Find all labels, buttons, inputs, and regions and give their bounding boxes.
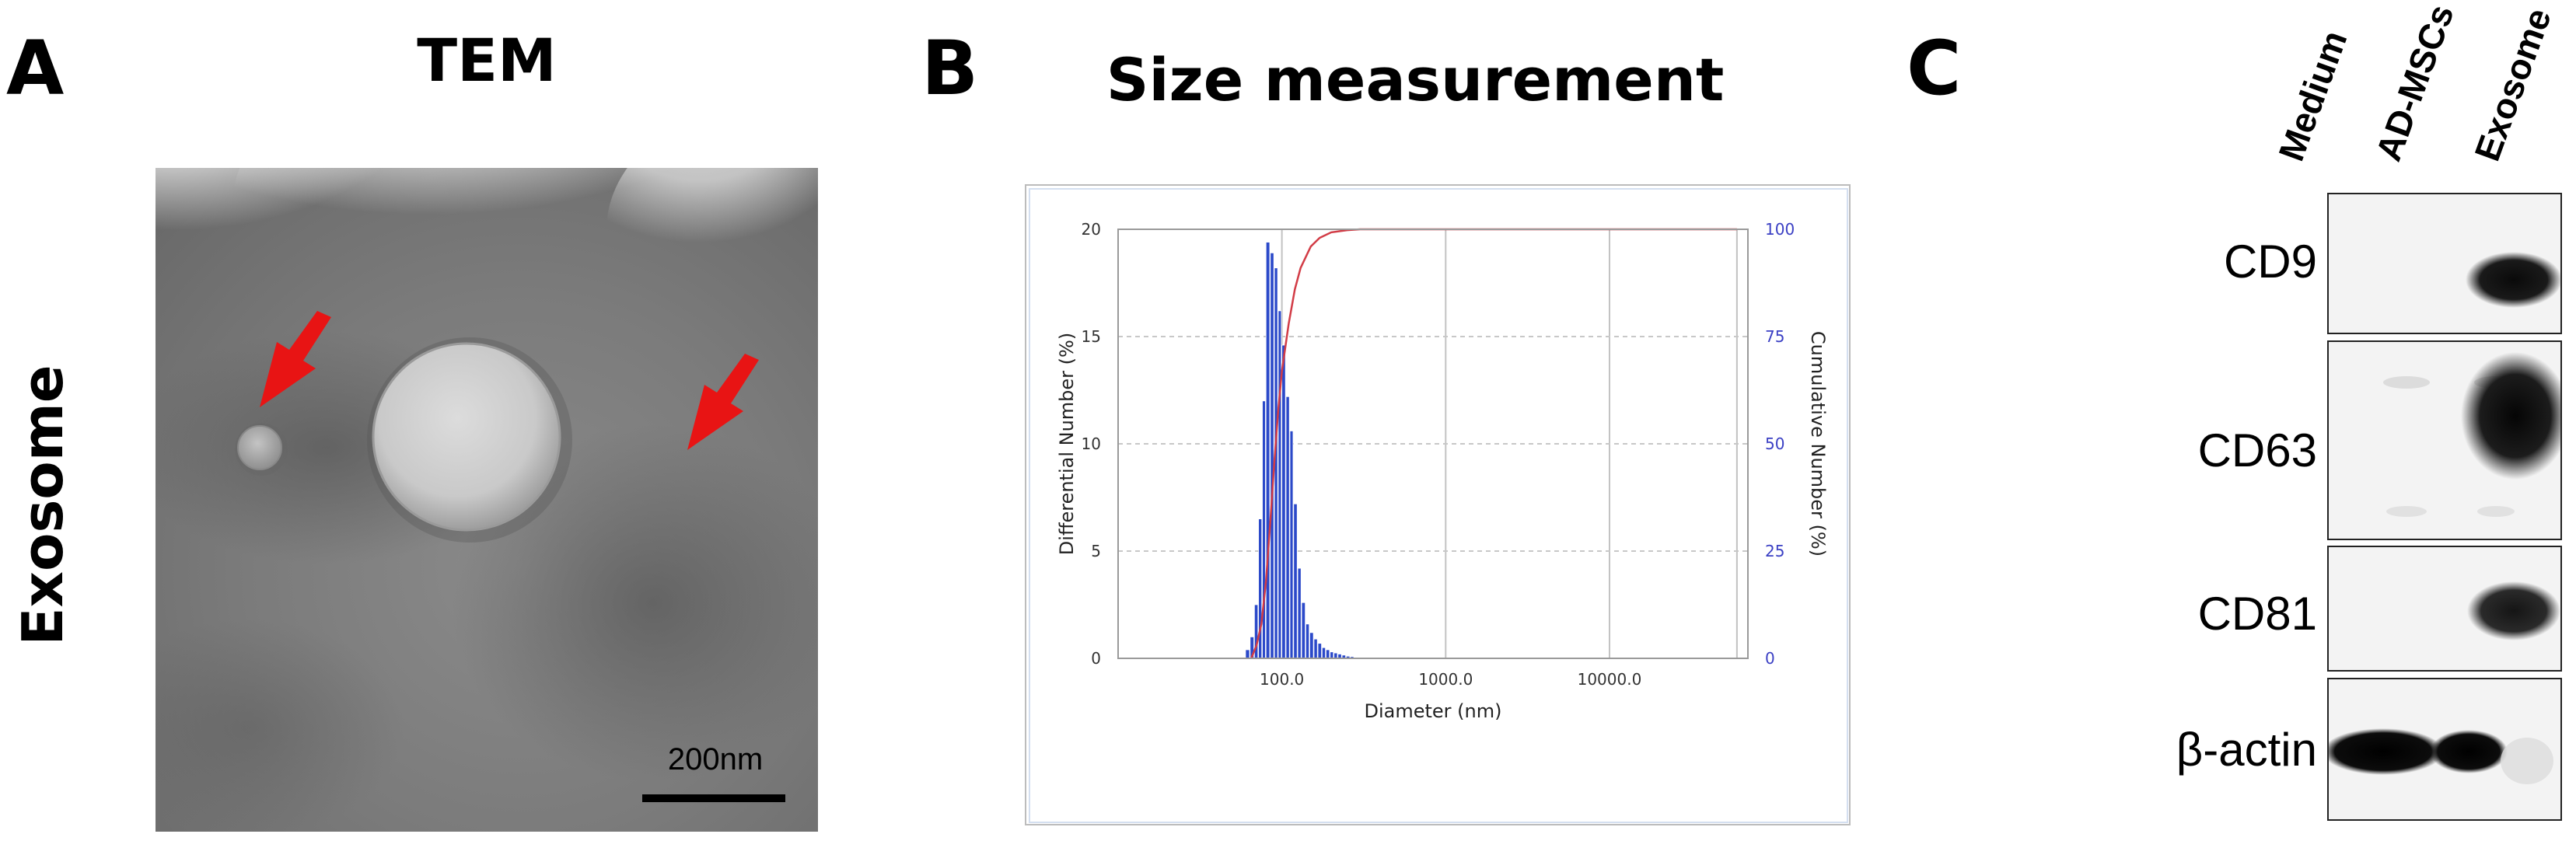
histogram-bar-15 (1305, 623, 1310, 659)
panel-a-letter: A (6, 25, 65, 112)
histogram-bar-6 (1270, 252, 1274, 659)
arrow-small-vesicle (260, 311, 331, 407)
blot-cd63-bands (2383, 352, 2560, 517)
scale-bar-label: 200nm (667, 742, 764, 776)
histogram-bar-19 (1321, 647, 1326, 659)
histogram-bar-13 (1297, 567, 1302, 659)
arrow-large-vesicle (687, 354, 759, 450)
y-tick-label-3: 15 (1082, 327, 1101, 346)
x-axis-label: Diameter (nm) (1365, 700, 1502, 722)
tem-title: TEM (417, 26, 557, 95)
blot-cd81-bands (2467, 581, 2560, 640)
tem-micrograph (156, 168, 818, 832)
histogram-bar-18 (1317, 643, 1322, 659)
x-tick-label-2: 10000.0 (1578, 670, 1642, 689)
panel-c-letter: C (1907, 25, 1962, 112)
histogram-bar-16 (1309, 632, 1314, 659)
y2-tick-label-4: 100 (1765, 220, 1795, 239)
histogram-bar-11 (1289, 431, 1294, 659)
blot-label-cd81: CD81 (2197, 588, 2317, 640)
blot-beta-actin (2327, 678, 2562, 821)
plot-frame (1117, 229, 1749, 659)
histogram-bar-22 (1333, 652, 1338, 659)
blot-cd9-bands (2466, 252, 2560, 308)
histogram-bar-9 (1281, 344, 1286, 659)
histogram-bar-8 (1278, 310, 1282, 659)
x-tick-label-1: 1000.0 (1418, 670, 1473, 689)
blot-cd63 (2327, 340, 2562, 540)
histogram-bar-17 (1313, 638, 1318, 659)
histogram-bar-12 (1293, 503, 1298, 659)
panel-b-letter: B (921, 25, 979, 112)
y-tick-label-1: 5 (1091, 542, 1101, 560)
y2-tick-label-2: 50 (1765, 434, 1784, 453)
y2-tick-label-0: 0 (1765, 649, 1775, 668)
histogram-bar-10 (1285, 396, 1290, 659)
y2-tick-label-1: 25 (1765, 542, 1784, 560)
histogram-bar-0 (1245, 649, 1250, 659)
lane-label-exosome: Exosome (2466, 2, 2560, 166)
exosome-side-label: Exosome (10, 365, 75, 646)
y2-axis-label: Cumulative Number (%) (1807, 331, 1829, 557)
histogram-bar-14 (1301, 602, 1306, 659)
lane-label-medium: Medium (2270, 25, 2355, 166)
histogram-bar-21 (1330, 651, 1334, 659)
blot-beta-actin-bands (2329, 728, 2553, 784)
blot-label-cd63: CD63 (2197, 424, 2317, 476)
histogram-bar-5 (1265, 242, 1271, 659)
scale-bar (642, 794, 785, 802)
y-tick-label-2: 10 (1082, 434, 1101, 453)
x-tick-label-0: 100.0 (1260, 670, 1304, 689)
blot-cd9 (2327, 193, 2562, 334)
blot-label-beta-actin: β-actin (2176, 724, 2317, 776)
histogram-bar-20 (1326, 649, 1330, 659)
y2-tick-label-3: 75 (1765, 327, 1784, 346)
size-distribution-chart: 100.0 1000.0 10000.0 0 5 10 15 20 0 25 50 75 100 Diam… (1025, 184, 1851, 825)
size-measurement-title: Size measurement (1106, 45, 1725, 114)
blot-cd81 (2327, 546, 2562, 672)
blot-label-cd9: CD9 (2223, 236, 2317, 288)
lane-label-ad-mscs: AD-MSCs (2368, 0, 2462, 166)
y-tick-label-4: 20 (1082, 220, 1101, 239)
y-tick-label-0: 0 (1091, 649, 1101, 668)
y-axis-label: Differential Number (%) (1056, 333, 1078, 555)
